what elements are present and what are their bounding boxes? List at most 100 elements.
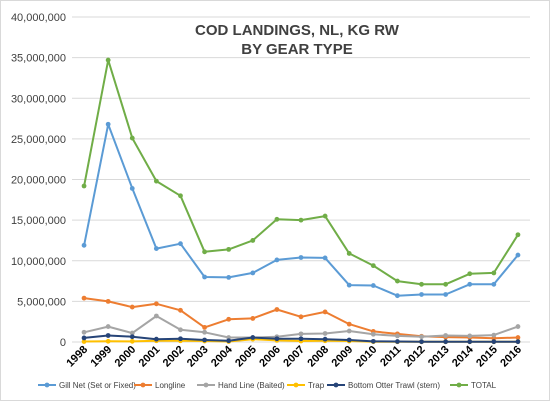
- chart-title-line1: COD LANDINGS, NL, KG RW: [195, 22, 400, 39]
- data-point: [467, 271, 473, 277]
- x-tick-label: 2011: [378, 344, 403, 369]
- data-point: [81, 183, 87, 189]
- data-point: [419, 339, 424, 345]
- x-tick-label: 2015: [474, 344, 500, 370]
- data-point: [322, 213, 328, 219]
- series-line: [83, 59, 519, 286]
- y-tick-label: 25,000,000: [11, 134, 66, 146]
- data-point: [129, 338, 135, 344]
- x-tick-label: 2007: [281, 344, 307, 370]
- data-point: [467, 281, 473, 287]
- data-point: [153, 246, 159, 251]
- data-point: [370, 283, 376, 288]
- data-point: [129, 334, 135, 340]
- data-point: [105, 333, 111, 338]
- data-point: [202, 329, 207, 335]
- data-point: [395, 293, 400, 299]
- data-point: [250, 270, 256, 276]
- data-point: [178, 307, 183, 313]
- data-point: [250, 316, 256, 321]
- data-point: [153, 178, 159, 184]
- data-point: [105, 298, 111, 304]
- data-point: [395, 333, 400, 339]
- data-point: [202, 324, 207, 330]
- x-tick-label: 2004: [209, 343, 235, 369]
- legend-swatch-marker: [456, 382, 462, 388]
- data-point: [250, 335, 256, 340]
- legend-label: Trap: [308, 381, 325, 390]
- data-point: [129, 186, 135, 191]
- data-point: [491, 281, 497, 287]
- data-point: [274, 257, 280, 263]
- data-point: [153, 336, 159, 342]
- data-point: [346, 321, 352, 327]
- data-point: [346, 251, 352, 256]
- data-point: [105, 338, 111, 344]
- x-tick-label: 2006: [257, 344, 283, 370]
- data-point: [202, 274, 207, 280]
- data-point: [515, 232, 521, 238]
- legend-swatch-marker: [44, 382, 50, 388]
- series-2: [81, 313, 521, 340]
- data-point: [443, 292, 449, 297]
- data-point: [298, 314, 304, 320]
- data-point: [274, 216, 280, 222]
- legend-label: Gill Net (Set or Fixed): [59, 381, 136, 390]
- data-point: [226, 316, 232, 322]
- data-point: [105, 324, 111, 329]
- x-tick-label: 2005: [233, 344, 259, 370]
- data-point: [419, 334, 424, 340]
- legend-item: TOTAL: [450, 381, 497, 390]
- data-point: [153, 301, 159, 307]
- data-point: [178, 193, 183, 199]
- data-point: [129, 304, 135, 310]
- y-tick-label: 40,000,000: [11, 12, 66, 24]
- x-tick-label: 1998: [64, 344, 90, 370]
- series-5: [81, 57, 521, 287]
- data-point: [298, 217, 304, 223]
- legend-item: Bottom Otter Trawl (stern): [327, 381, 440, 390]
- legend-swatch-marker: [140, 382, 146, 388]
- data-point: [226, 275, 232, 280]
- data-point: [250, 238, 256, 243]
- y-tick-label: 0: [60, 337, 66, 349]
- data-point: [105, 57, 111, 63]
- x-tick-label: 2010: [354, 344, 380, 370]
- x-tick-label: 2003: [185, 344, 211, 370]
- data-point: [346, 328, 352, 334]
- series-line: [83, 123, 519, 297]
- legend-item: Trap: [287, 381, 325, 390]
- data-point: [226, 246, 232, 252]
- data-point: [395, 278, 400, 284]
- data-point: [298, 336, 304, 342]
- series-4: [81, 333, 521, 345]
- data-point: [370, 338, 376, 344]
- data-point: [370, 263, 376, 269]
- legend-item: Longline: [134, 381, 186, 390]
- data-point: [129, 135, 135, 141]
- data-point: [274, 336, 280, 342]
- x-axis: 1998199920002001200220032004200520062007…: [64, 343, 524, 369]
- legend-swatch-marker: [333, 382, 339, 388]
- x-tick-label: 2008: [305, 344, 331, 370]
- series-group: [81, 57, 521, 345]
- data-point: [274, 307, 280, 312]
- y-tick-label: 30,000,000: [11, 93, 66, 105]
- data-point: [298, 255, 304, 260]
- data-point: [178, 241, 183, 247]
- data-point: [346, 337, 352, 343]
- data-point: [322, 331, 328, 336]
- y-tick-label: 15,000,000: [11, 215, 66, 227]
- data-point: [491, 270, 497, 276]
- data-point: [467, 333, 473, 339]
- y-tick-label: 35,000,000: [11, 53, 66, 65]
- legend-item: Hand Line (Baited): [197, 381, 285, 390]
- legend: Gill Net (Set or Fixed) Longline Hand Line…: [38, 381, 497, 390]
- data-point: [419, 281, 424, 287]
- data-point: [467, 339, 473, 345]
- chart-title-line2: BY GEAR TYPE: [241, 41, 352, 58]
- y-axis: 0 5,000,000 10,000,000 15,000,000 20,000,000…: [11, 12, 66, 349]
- data-point: [346, 282, 352, 288]
